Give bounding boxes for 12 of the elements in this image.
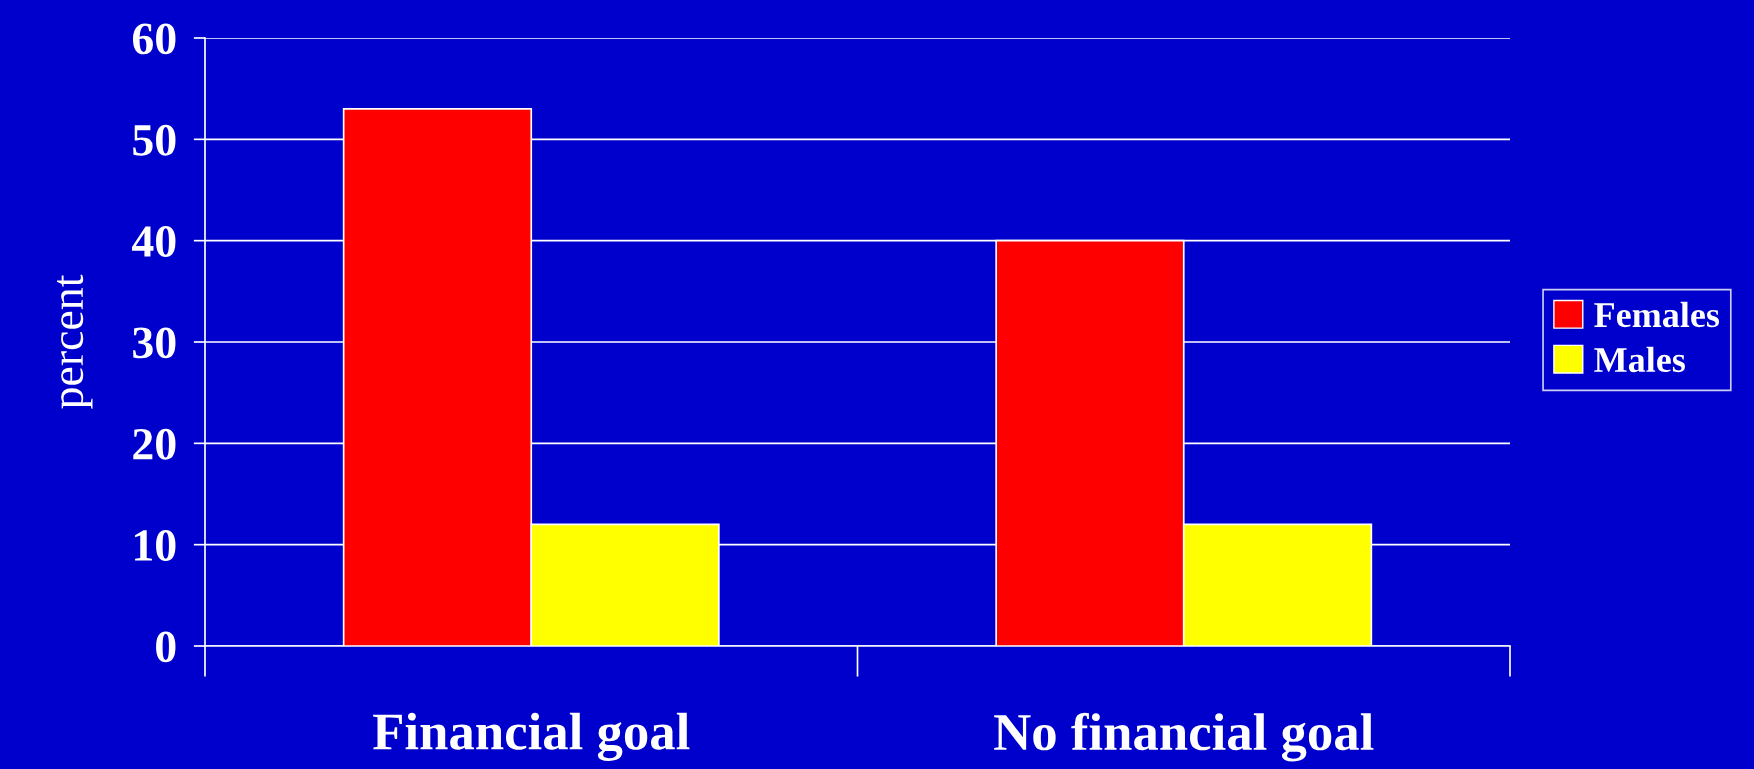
y-axis-title: percent xyxy=(56,274,93,409)
y-tick-label: 10 xyxy=(135,530,176,562)
x-tick-label: Financial goal xyxy=(373,712,690,761)
y-tick-label: 60 xyxy=(132,23,176,55)
y-tick-label: 30 xyxy=(133,327,176,359)
y-tick-label: 50 xyxy=(133,124,176,156)
y-tick-label: 0 xyxy=(156,631,176,663)
y-tick-label: 40 xyxy=(132,226,176,258)
legend-label: Females xyxy=(1594,301,1720,328)
legend-label: Males xyxy=(1594,346,1685,373)
x-tick-label: No financial goal xyxy=(994,712,1374,762)
y-tick-label: 20 xyxy=(133,428,176,460)
